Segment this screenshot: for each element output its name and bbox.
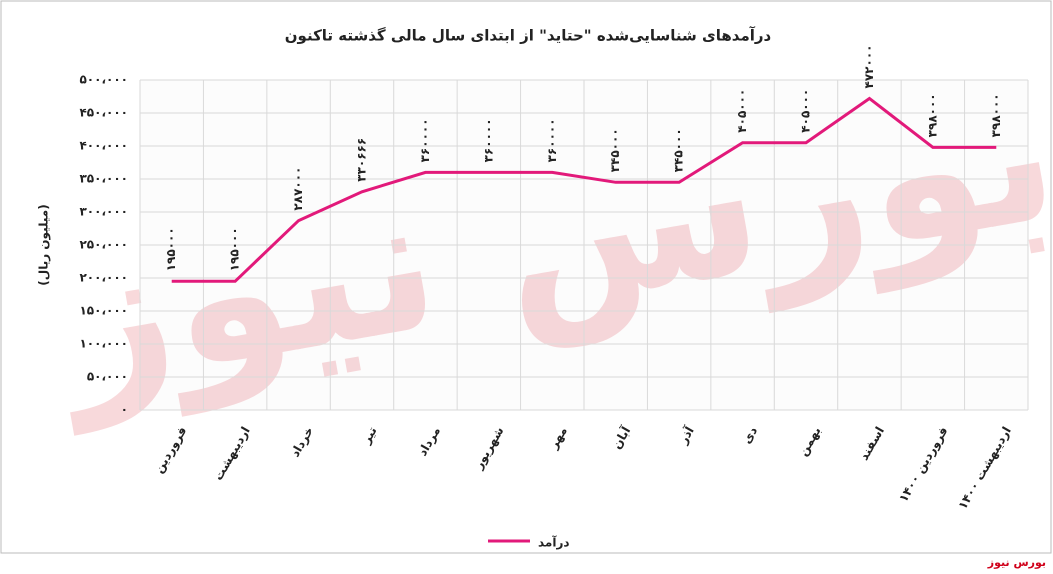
data-label: ۳۳۰۶۶۶ <box>355 138 369 182</box>
y-tick-label: ۵۰۰،۰۰۰ <box>79 73 128 87</box>
y-tick-label: ۲۰۰،۰۰۰ <box>79 271 128 285</box>
data-label: ۳۹۸۰۰۰ <box>989 93 1003 137</box>
data-label: ۴۰۵۰۰۰ <box>735 89 749 133</box>
y-axis-label: (میلیون ریال) <box>37 204 52 285</box>
data-label: ۲۸۷۰۰۰ <box>291 167 305 211</box>
y-tick-label: ۴۵۰،۰۰۰ <box>79 106 128 120</box>
y-tick-label: ۱۰۰،۰۰۰ <box>79 337 128 351</box>
y-tick-label: ۰ <box>121 403 128 417</box>
data-label: ۱۹۵۰۰۰ <box>228 227 242 271</box>
legend-label: درآمد <box>538 535 570 550</box>
y-tick-label: ۳۰۰،۰۰۰ <box>79 205 128 219</box>
data-label: ۴۰۵۰۰۰ <box>799 89 813 133</box>
data-label: ۱۹۵۰۰۰ <box>164 227 178 271</box>
chart-title: درآمدهای شناسایی‌شده "حتاید" از ابتدای س… <box>285 27 772 45</box>
y-tick-label: ۲۵۰،۰۰۰ <box>79 238 128 252</box>
data-label: ۳۴۵۰۰۰ <box>672 128 686 172</box>
source: بورس نیوز <box>987 556 1046 569</box>
data-label: ۴۷۲۰۰۰ <box>862 45 876 89</box>
y-tick-label: ۱۵۰،۰۰۰ <box>79 304 128 318</box>
line <box>171 96 997 283</box>
data-label: ۳۶۰۰۰۰ <box>481 118 495 162</box>
data-label: ۳۶۰۰۰۰ <box>545 118 559 162</box>
y-tick-label: ۴۰۰،۰۰۰ <box>79 139 128 153</box>
data-label: ۳۶۰۰۰۰ <box>418 118 432 162</box>
data-label: ۳۴۵۰۰۰ <box>608 128 622 172</box>
y-tick-label: ۳۵۰،۰۰۰ <box>79 172 128 186</box>
y-tick-label: ۵۰،۰۰۰ <box>87 370 128 384</box>
data-label: ۳۹۸۰۰۰ <box>925 93 939 137</box>
